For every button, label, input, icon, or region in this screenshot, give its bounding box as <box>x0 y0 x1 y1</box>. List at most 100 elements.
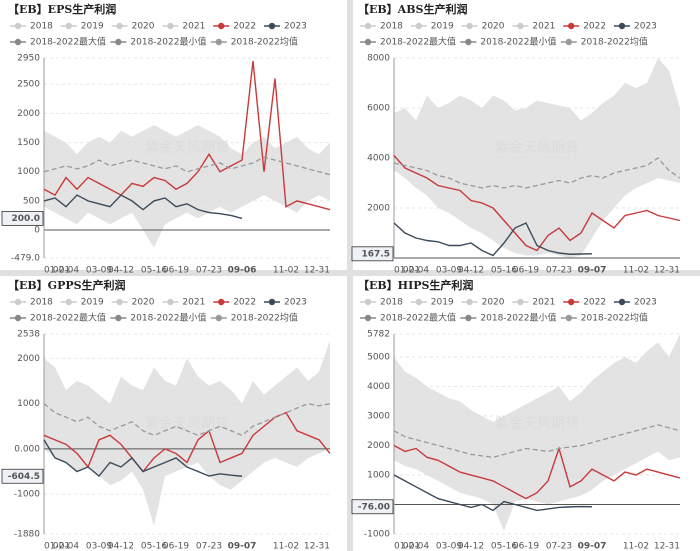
legend-dot <box>65 22 73 30</box>
legend-label: 2023 <box>284 298 307 308</box>
x-tick-label: 07-23 <box>196 542 222 551</box>
legend-label: 2018-2022最大值 <box>30 36 106 48</box>
y-tick-label: 2000 <box>17 109 40 119</box>
x-tick-label: 12-31 <box>654 266 680 276</box>
legend-dot <box>65 298 73 306</box>
legend-label: 2018-2022最大值 <box>380 36 456 48</box>
legend-dot <box>116 298 123 306</box>
y-tick-label: 8000 <box>367 54 390 64</box>
series-line <box>43 156 331 176</box>
range-band <box>44 340 330 526</box>
y-tick-label: 2000 <box>17 354 40 364</box>
legend-label: 2018 <box>30 298 53 308</box>
legend-dot <box>116 22 123 30</box>
legend-dot <box>14 22 22 30</box>
y-tick-label: 2000 <box>367 204 390 214</box>
y-tick-label: 4000 <box>367 154 390 164</box>
legend-dot <box>415 22 422 30</box>
legend-label: 2020 <box>132 298 155 308</box>
legend-dot <box>14 314 22 322</box>
y-tick-label: 2000 <box>367 441 390 451</box>
legend-dot <box>215 314 222 322</box>
x-tick-label: 07-23 <box>196 266 222 276</box>
x-tick-label: 01-01 <box>44 542 70 551</box>
legend-dot <box>14 298 22 306</box>
legend-label: 2021 <box>182 298 205 308</box>
legend-label: 2018-2022均值 <box>231 36 298 48</box>
chart-title: 【EB】GPPS生产利润 <box>8 278 126 292</box>
y-tick-label: 1000 <box>367 471 390 481</box>
x-tick-label: 06-19 <box>513 542 539 551</box>
range-band <box>394 334 680 532</box>
legend-label: 2018-2022均值 <box>581 36 648 48</box>
x-tick-label: 03-09 <box>436 266 462 276</box>
x-tick-label: 05-16 <box>141 266 167 276</box>
legend-dot <box>466 298 473 306</box>
legend-dot <box>268 298 276 306</box>
series-line <box>393 474 593 512</box>
y-tick-label: 6000 <box>367 104 390 114</box>
x-tick-label: 02-04 <box>403 542 429 551</box>
panel: 【EB】HIPS生产利润 2018 2019 2020 2021 2022 2023 2018… <box>351 278 681 551</box>
legend-label: 2022 <box>233 22 256 32</box>
x-tick-label: 06-19 <box>513 266 539 276</box>
legend-label: 2018-2022均值 <box>581 312 648 324</box>
legend-dot <box>167 22 174 30</box>
y-tick-label: 5000 <box>367 353 390 363</box>
legend-label: 2023 <box>284 22 307 32</box>
legend-label: 2019 <box>431 298 454 308</box>
x-tick-label: 05-16 <box>141 542 167 551</box>
legend-dot <box>115 38 122 46</box>
legend-dot <box>465 38 472 46</box>
legend-dot <box>568 298 575 306</box>
legend-label: 2018 <box>30 22 53 32</box>
legend-dot <box>364 38 372 46</box>
legend-dot <box>466 22 473 30</box>
legend-dot <box>618 298 626 306</box>
panel: 【EB】EPS生产利润 2018 2019 2020 2021 2022 2023 2018-… <box>1 2 331 276</box>
x-tick-label: 06-19 <box>163 542 189 551</box>
x-tick-label: 04-12 <box>108 542 134 551</box>
x-tick-label: 11-02 <box>623 266 649 276</box>
legend-label: 2020 <box>482 22 505 32</box>
y-tick-label: -1000 <box>364 530 390 540</box>
y-tick-label: 5782 <box>367 330 390 340</box>
current-value-label: -76.00 <box>358 502 390 512</box>
panel: 【EB】GPPS生产利润 2018 2019 2020 2021 2022 2023 2018… <box>1 278 331 551</box>
legend-label: 2023 <box>634 22 657 32</box>
current-value-label: 167.5 <box>362 249 390 259</box>
legend-label: 2018-2022最小值 <box>130 36 206 48</box>
legend-dot <box>215 38 222 46</box>
legend-dot <box>568 22 575 30</box>
y-tick-label: 0.000 <box>14 444 40 454</box>
series-line <box>43 439 243 478</box>
x-tick-label: 03-09 <box>436 542 462 551</box>
series-line <box>393 424 681 458</box>
x-tick-label: 12-31 <box>654 542 680 551</box>
y-tick-label: 4000 <box>367 382 390 392</box>
legend-dot <box>218 298 225 306</box>
legend-dot <box>364 298 372 306</box>
x-tick-label: 06-19 <box>163 266 189 276</box>
y-tick-label: 1000 <box>17 399 40 409</box>
legend-label: 2021 <box>532 298 555 308</box>
x-tick-label: 03-09 <box>86 542 112 551</box>
legend-dot <box>465 314 472 322</box>
x-tick-label: 09-06 <box>228 266 257 276</box>
legend-label: 2018-2022最小值 <box>130 312 206 324</box>
range-band <box>394 58 680 258</box>
legend-dot <box>565 314 572 322</box>
y-tick-label: 3000 <box>367 412 390 422</box>
x-tick-label: 03-09 <box>86 266 112 276</box>
legend-label: 2021 <box>532 22 555 32</box>
x-tick-label: 04-12 <box>458 542 484 551</box>
series-line <box>43 194 243 220</box>
y-tick-label: 1000 <box>17 167 40 177</box>
legend-label: 2021 <box>182 22 205 32</box>
y-tick-label: -1000 <box>14 490 40 500</box>
series-line <box>393 444 681 500</box>
series-line <box>393 157 681 189</box>
x-tick-label: 09-07 <box>578 266 607 276</box>
chart-title: 【EB】HIPS生产利润 <box>358 278 473 292</box>
legend-label: 2018-2022最小值 <box>480 36 556 48</box>
